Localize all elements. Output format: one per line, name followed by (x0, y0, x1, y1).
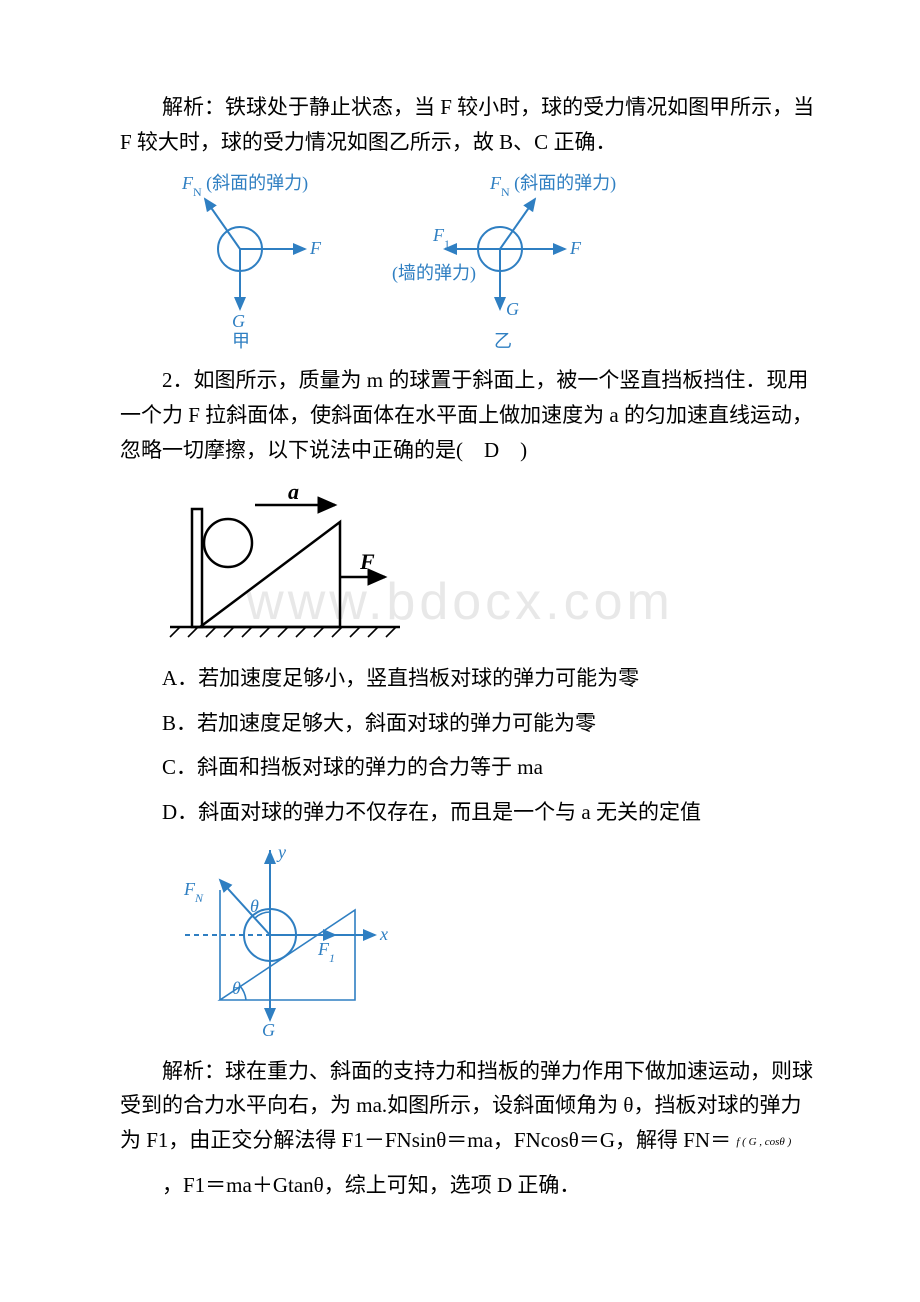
question-2-stem: 2．如图所示，质量为 m 的球置于斜面上，被一个竖直挡板挡住．现用一个力 F 拉… (120, 363, 820, 467)
fig1-F-right-label: F (569, 238, 582, 258)
fig1-F-left-label: F (309, 238, 322, 258)
fig1-caption-right: 乙 (494, 331, 512, 349)
fig1-caption-left: 甲 (232, 331, 250, 349)
solution-2a-text: 解析：球在重力、斜面的支持力和挡板的弹力作用下做加速运动，则球受到的合力水平向右… (120, 1059, 813, 1152)
option-B: B．若加速度足够大，斜面对球的弹力可能为零 (120, 706, 820, 741)
option-D: D．斜面对球的弹力不仅存在，而且是一个与 a 无关的定值 (120, 795, 820, 830)
svg-text:F1: F1 (317, 939, 335, 965)
fig1-G-right-label: G (506, 299, 519, 319)
figure-1: FN (斜面的弹力) F G 甲 FN (斜面的弹力) F F1 (160, 169, 820, 349)
fig3-G-label: G (262, 1020, 275, 1040)
option-A: A．若加速度足够小，竖直挡板对球的弹力可能为零 (120, 661, 820, 696)
fig3-theta1-label: θ (250, 896, 259, 916)
paragraph-solution-1: 解析：铁球处于静止状态，当 F 较小时，球的受力情况如图甲所示，当 F 较大时，… (120, 90, 820, 159)
fig2-F-label: F (359, 549, 375, 574)
figure-3: y x FN F1 G θ θ (160, 840, 820, 1040)
svg-text:FN: FN (183, 879, 204, 905)
fig2-a-label: a (288, 479, 299, 504)
svg-text:F1: F1 (432, 225, 450, 251)
solution-2a: 解析：球在重力、斜面的支持力和挡板的弹力作用下做加速运动，则球受到的合力水平向右… (120, 1054, 820, 1158)
option-C: C．斜面和挡板对球的弹力的合力等于 ma (120, 750, 820, 785)
solution-2-fraction: f ( G , cosθ ) (736, 1136, 791, 1148)
fig3-y-label: y (276, 842, 286, 862)
solution-2b: ，F1＝ma＋Gtanθ，综上可知，选项 D 正确． (120, 1168, 820, 1203)
fig1-G-left-label: G (232, 311, 245, 331)
svg-text:FN (斜面的弹力): FN (斜面的弹力) (489, 173, 616, 199)
fig3-x-label: x (379, 924, 388, 944)
fig1-F1b-label: (墙的弹力) (392, 263, 476, 284)
figure-2: a F (160, 477, 820, 647)
fig3-theta2-label: θ (232, 978, 241, 998)
svg-text:FN (斜面的弹力): FN (斜面的弹力) (181, 173, 308, 199)
